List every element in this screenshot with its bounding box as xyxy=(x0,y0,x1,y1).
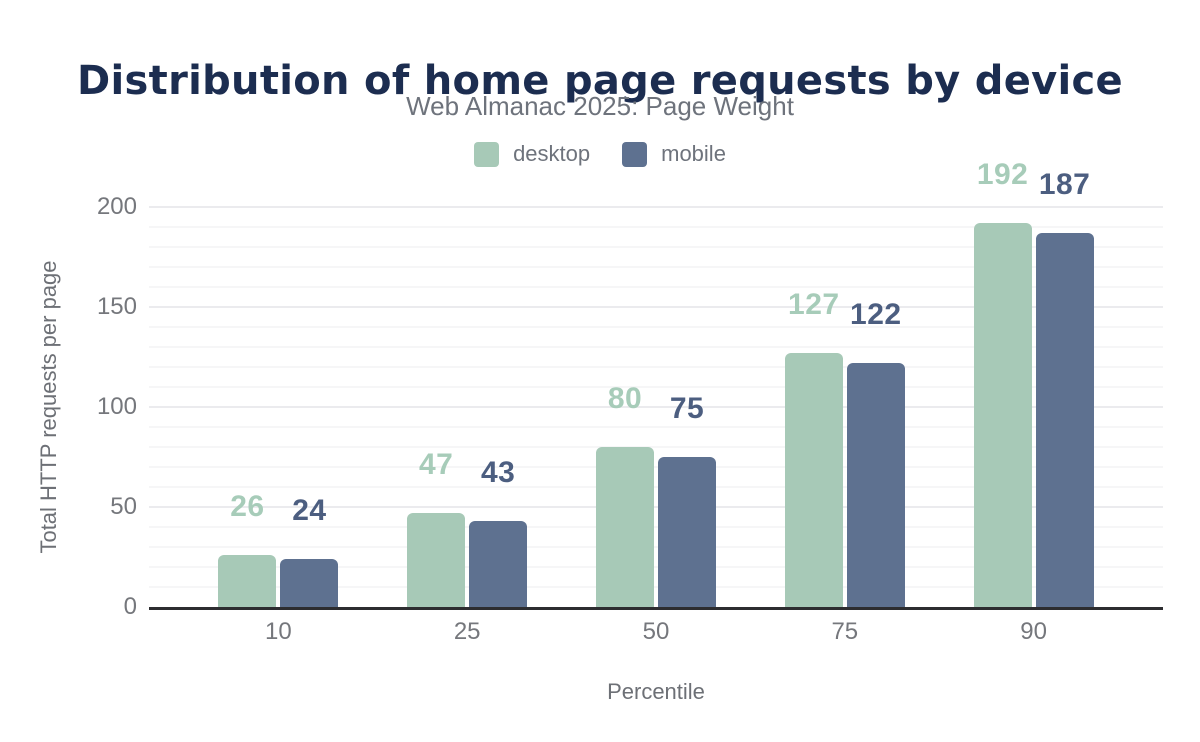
gridline-30 xyxy=(149,546,1163,548)
gridline-130 xyxy=(149,346,1163,348)
legend-swatch-mobile-icon xyxy=(622,141,648,167)
bar-desktop-p25 xyxy=(407,513,466,607)
bar-desktop-p90 xyxy=(973,223,1032,607)
bar-value-desktop-p75: 127 xyxy=(788,288,840,321)
bar-mobile-p10 xyxy=(280,559,339,607)
plot-area: 0 50 100 150 200 10 26 24 25 47 43 50 80 75 75 127 122 90… xyxy=(97,160,1163,645)
x-axis-title: Percentile xyxy=(607,679,705,704)
bar-mobile-p25 xyxy=(469,521,528,607)
gridline-20 xyxy=(149,566,1163,568)
x-tick-label-90: 90 xyxy=(1020,618,1047,645)
bar-desktop-p75 xyxy=(784,353,843,607)
gridline-10 xyxy=(149,586,1163,588)
bar-desktop-p10 xyxy=(218,555,277,607)
gridline-120 xyxy=(149,366,1163,368)
chart-title: Distribution of home page requests by de… xyxy=(77,57,1123,104)
gridline-200 xyxy=(149,206,1163,208)
gridline-100 xyxy=(149,406,1163,408)
y-tick-label-100: 100 xyxy=(96,393,137,420)
bar-value-desktop-p50: 80 xyxy=(607,382,643,415)
gridline-150 xyxy=(149,306,1163,308)
legend-label-desktop: desktop xyxy=(513,141,591,166)
legend-item-mobile: mobile xyxy=(622,141,726,167)
legend-swatch-desktop-icon xyxy=(474,141,500,167)
gridline-180 xyxy=(149,246,1163,248)
bar-value-mobile-p25: 43 xyxy=(481,456,516,489)
gridline-160 xyxy=(149,286,1163,288)
y-axis-title: Total HTTP requests per page xyxy=(36,260,61,554)
y-tick-label-50: 50 xyxy=(110,493,137,520)
gridline-110 xyxy=(149,386,1163,388)
bar-mobile-p90 xyxy=(1035,233,1094,607)
bar-value-mobile-p50: 75 xyxy=(669,392,705,425)
bar-desktop-p50 xyxy=(596,447,654,607)
gridline-90 xyxy=(149,426,1163,428)
legend-item-desktop: desktop xyxy=(474,141,590,167)
bar-value-desktop-p25: 47 xyxy=(419,448,454,481)
gridline-140 xyxy=(149,326,1163,328)
gridline-80 xyxy=(149,446,1163,448)
gridline-40 xyxy=(149,526,1163,528)
legend-label-mobile: mobile xyxy=(661,141,726,166)
gridline-170 xyxy=(149,266,1163,268)
bar-mobile-p50 xyxy=(658,457,716,607)
x-tick-label-25: 25 xyxy=(453,618,481,645)
y-tick-label-0: 0 xyxy=(123,593,137,620)
x-tick-label-50: 50 xyxy=(642,618,670,645)
y-tick-label-150: 150 xyxy=(96,293,137,320)
x-tick-label-75: 75 xyxy=(831,618,859,645)
bar-value-mobile-p10: 24 xyxy=(292,494,327,527)
chart-subtitle: Web Almanac 2025: Page Weight xyxy=(406,91,794,121)
gridline-60 xyxy=(149,486,1163,488)
legend: desktop mobile xyxy=(0,141,1200,167)
gridline-70 xyxy=(149,466,1163,468)
bar-value-mobile-p90: 187 xyxy=(1038,168,1091,201)
gridline-190 xyxy=(149,226,1163,228)
bar-value-mobile-p75: 122 xyxy=(850,298,902,331)
bar-mobile-p75 xyxy=(846,363,905,607)
y-tick-label-200: 200 xyxy=(96,193,137,220)
bar-value-desktop-p10: 26 xyxy=(230,490,265,523)
bar-value-desktop-p90: 192 xyxy=(976,158,1029,191)
x-axis-line xyxy=(149,607,1163,610)
gridline-50 xyxy=(149,506,1163,508)
x-tick-label-10: 10 xyxy=(265,618,292,645)
